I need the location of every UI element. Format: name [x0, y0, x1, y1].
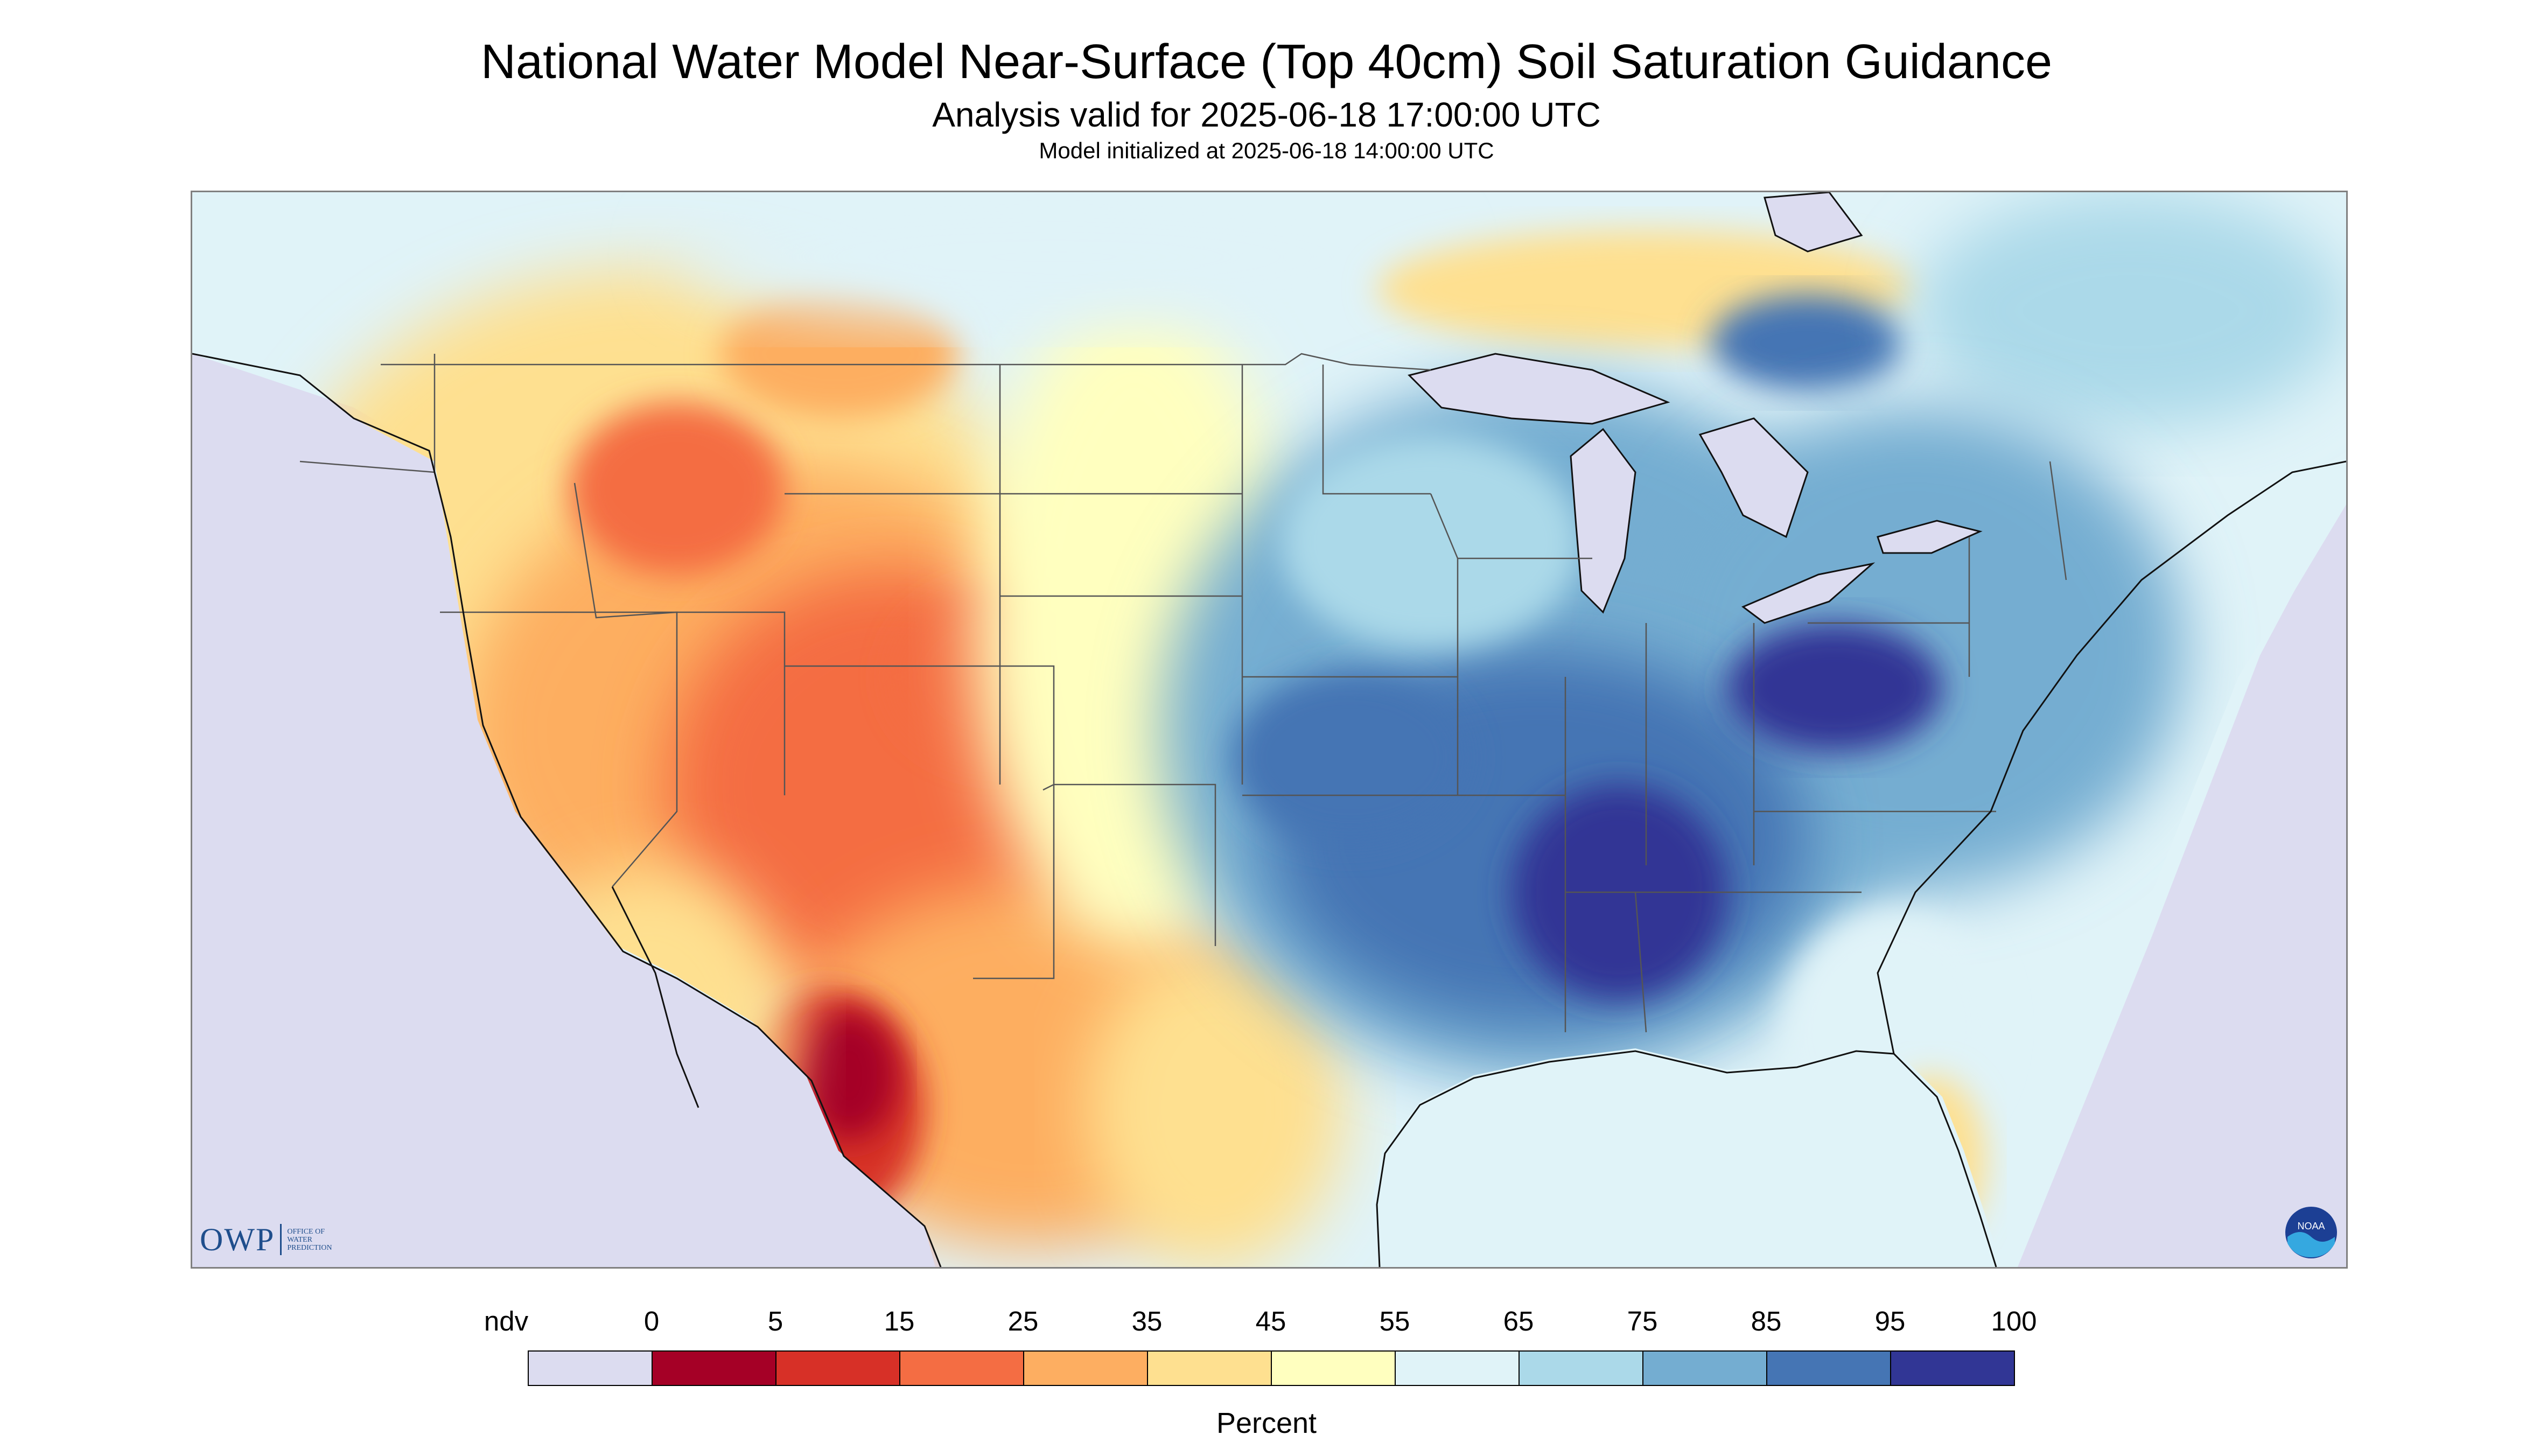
legend-swatch — [1023, 1350, 1148, 1386]
legend-tick-label: 100 — [1991, 1306, 2037, 1336]
south-texas-moderate — [1086, 946, 1345, 1267]
legend-tick-label: 35 — [1131, 1306, 1163, 1336]
owp-logo-letters: OWP — [200, 1221, 275, 1257]
coastlines — [192, 353, 2346, 1267]
analysis-valid-time: Analysis valid for 2025-06-18 17:00:00 U… — [932, 95, 1601, 134]
legend-swatch — [1766, 1350, 1891, 1386]
chihuahua-core-dry — [801, 1011, 898, 1140]
legend-swatch — [1271, 1350, 1396, 1386]
lake-huron — [1698, 417, 1809, 538]
legend-swatch — [1519, 1350, 1643, 1386]
legend-swatch — [1395, 1350, 1520, 1386]
legend-swatch — [899, 1350, 1024, 1386]
legend-title: Percent — [1216, 1407, 1317, 1439]
montana-dry-zone — [720, 289, 957, 418]
legend-tick-label: 75 — [1627, 1306, 1658, 1336]
lake-nipigon — [1764, 192, 1863, 253]
legend-swatch — [775, 1350, 900, 1386]
legend-tick-label: 65 — [1503, 1306, 1534, 1336]
page-title: National Water Model Near-Surface (Top 4… — [480, 35, 2052, 89]
owp-logo-divider — [280, 1224, 282, 1255]
lake-erie — [1741, 562, 1876, 624]
legend-tick-label: 55 — [1379, 1306, 1410, 1336]
legend-swatch — [528, 1350, 653, 1386]
legend-tick-label: 5 — [767, 1306, 783, 1336]
owp-logo-words: OFFICE OF WATER PREDICTION — [287, 1228, 332, 1252]
legend-swatch — [652, 1350, 776, 1386]
idaho-dry-zone — [569, 402, 785, 575]
ontario-wet-spot — [1711, 295, 1905, 391]
owp-logo-line: OFFICE OF — [287, 1227, 325, 1236]
noaa-logo-wave — [2287, 1232, 2335, 1257]
legend-tick-label: 15 — [884, 1306, 915, 1336]
legend-swatch — [1147, 1350, 1272, 1386]
owp-logo-line: WATER — [287, 1235, 313, 1244]
lake-michigan — [1570, 428, 1636, 614]
owp-logo-line: PREDICTION — [287, 1243, 332, 1252]
noaa-logo: NOAA — [2285, 1207, 2337, 1258]
soil-saturation-map: OWP OFFICE OF WATER PREDICTION NOAA — [191, 191, 2348, 1269]
colorbar-legend: ndv 0 5 15 25 35 45 55 65 75 85 95 100 Percent — [0, 1292, 2533, 1456]
appalachia-saturated — [1727, 623, 1942, 752]
legend-tick-label: 45 — [1255, 1306, 1286, 1336]
legend-swatch — [1890, 1350, 2015, 1386]
state-boundaries — [299, 353, 2067, 1033]
owp-logo: OWP OFFICE OF WATER PREDICTION — [200, 1221, 332, 1258]
legend-tick-label: 0 — [643, 1306, 660, 1336]
quebec-moist — [1915, 192, 2346, 429]
noaa-logo-text: NOAA — [2297, 1221, 2325, 1231]
legend-tick-label: 95 — [1874, 1306, 1906, 1336]
kansas-missouri-wet — [1231, 671, 1468, 844]
lake-superior — [1408, 353, 1670, 425]
model-init-time: Model initialized at 2025-06-18 14:00:00… — [1039, 138, 1494, 163]
lake-ontario — [1877, 520, 1983, 554]
legend-tick-label: 85 — [1751, 1306, 1782, 1336]
legend-tick-label: 25 — [1007, 1306, 1039, 1336]
map-canvas — [192, 192, 2346, 1267]
legend-label-ndv: ndv — [484, 1306, 529, 1336]
legend-swatch — [1642, 1350, 1767, 1386]
upper-midwest-moist — [1280, 435, 1582, 650]
canada-prairie — [677, 192, 1431, 321]
